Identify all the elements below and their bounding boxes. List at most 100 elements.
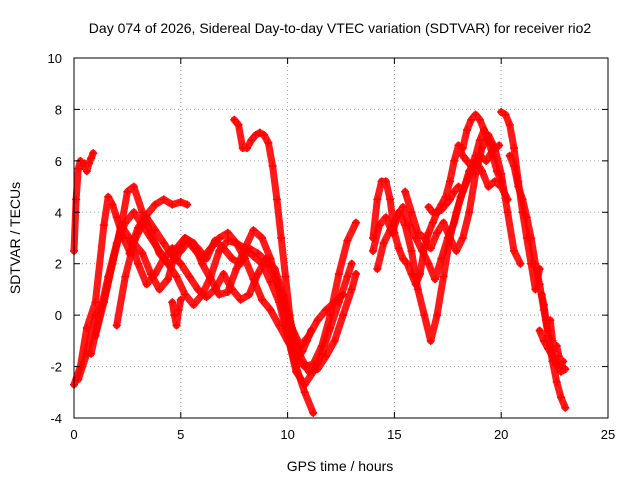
data-point (215, 290, 224, 299)
data-point (339, 311, 348, 320)
data-point (505, 120, 514, 129)
y-tick-label: 4 (55, 205, 62, 220)
data-point (394, 244, 403, 253)
data-point (544, 326, 553, 335)
chart-title: Day 074 of 2026, Sidereal Day-to-day VTE… (89, 20, 592, 36)
data-point (134, 228, 143, 237)
y-tick-label: 8 (55, 102, 62, 117)
y-tick-label: 6 (55, 154, 62, 169)
data-point (129, 208, 138, 217)
data-point (159, 239, 168, 248)
data-point (426, 336, 435, 345)
data-point (548, 336, 557, 345)
data-point (458, 234, 467, 242)
data-point (552, 360, 561, 368)
data-point (219, 270, 228, 278)
y-tick-label: -2 (50, 360, 62, 375)
data-point (546, 316, 555, 325)
x-tick-label: 25 (601, 427, 615, 442)
data-point (210, 285, 219, 294)
data-point (255, 128, 264, 137)
data-point (535, 280, 544, 289)
data-point (89, 149, 98, 158)
data-point (392, 213, 401, 222)
data-point (351, 270, 360, 278)
data-point (266, 306, 275, 314)
data-point (272, 195, 281, 204)
data-point (240, 254, 249, 263)
data-point (347, 259, 356, 268)
data-point (454, 182, 463, 191)
plot-area (70, 108, 570, 417)
data-point (322, 306, 331, 314)
data-point (413, 285, 422, 294)
data-point (300, 380, 309, 389)
data-point (172, 272, 181, 281)
data-point (482, 156, 491, 165)
data-point (561, 403, 570, 412)
data-point (437, 254, 446, 263)
data-point (307, 326, 316, 335)
data-point (484, 136, 493, 145)
data-point (373, 195, 382, 204)
data-point (264, 138, 273, 147)
data-point (510, 162, 519, 170)
data-point (351, 218, 360, 227)
data-point (334, 270, 343, 278)
data-point (505, 151, 514, 160)
data-point (138, 208, 147, 217)
data-point (420, 234, 429, 242)
data-point (168, 200, 177, 209)
data-point (418, 246, 427, 255)
data-point (559, 357, 568, 366)
data-point (552, 342, 561, 350)
data-point (142, 280, 151, 289)
data-point (99, 298, 108, 307)
data-point (72, 195, 81, 204)
data-point (510, 144, 519, 152)
data-point (439, 218, 448, 227)
data-point (300, 362, 309, 371)
data-point (424, 203, 433, 212)
data-point (112, 321, 121, 330)
data-point (465, 208, 474, 217)
data-point (484, 182, 493, 191)
data-point (108, 259, 117, 268)
data-point (193, 285, 202, 294)
data-point (403, 259, 412, 268)
data-point (151, 200, 160, 209)
data-point (381, 213, 390, 222)
data-point (413, 228, 422, 237)
data-point (234, 120, 243, 129)
data-point (176, 198, 185, 206)
data-point (116, 221, 125, 230)
data-point (236, 295, 245, 304)
data-point (450, 187, 459, 196)
data-point (339, 290, 348, 299)
x-tick-label: 20 (494, 427, 508, 442)
data-point (379, 239, 388, 248)
data-point (146, 270, 155, 278)
data-point (170, 311, 179, 320)
data-point (185, 272, 194, 281)
x-tick-label: 10 (280, 427, 294, 442)
data-point (163, 275, 172, 284)
data-point (290, 336, 299, 345)
y-tick-label: 10 (48, 51, 62, 66)
data-point (450, 156, 459, 165)
data-point (433, 208, 442, 217)
data-point (343, 236, 352, 245)
data-point (439, 272, 448, 281)
data-point (181, 234, 190, 242)
data-point (91, 298, 100, 307)
data-point (463, 126, 472, 134)
data-point (232, 264, 241, 273)
data-point (249, 226, 258, 235)
data-point (420, 311, 429, 320)
data-point (206, 275, 215, 284)
data-point (155, 285, 164, 294)
data-point (463, 177, 472, 186)
data-point (176, 259, 185, 268)
data-point (490, 177, 499, 186)
